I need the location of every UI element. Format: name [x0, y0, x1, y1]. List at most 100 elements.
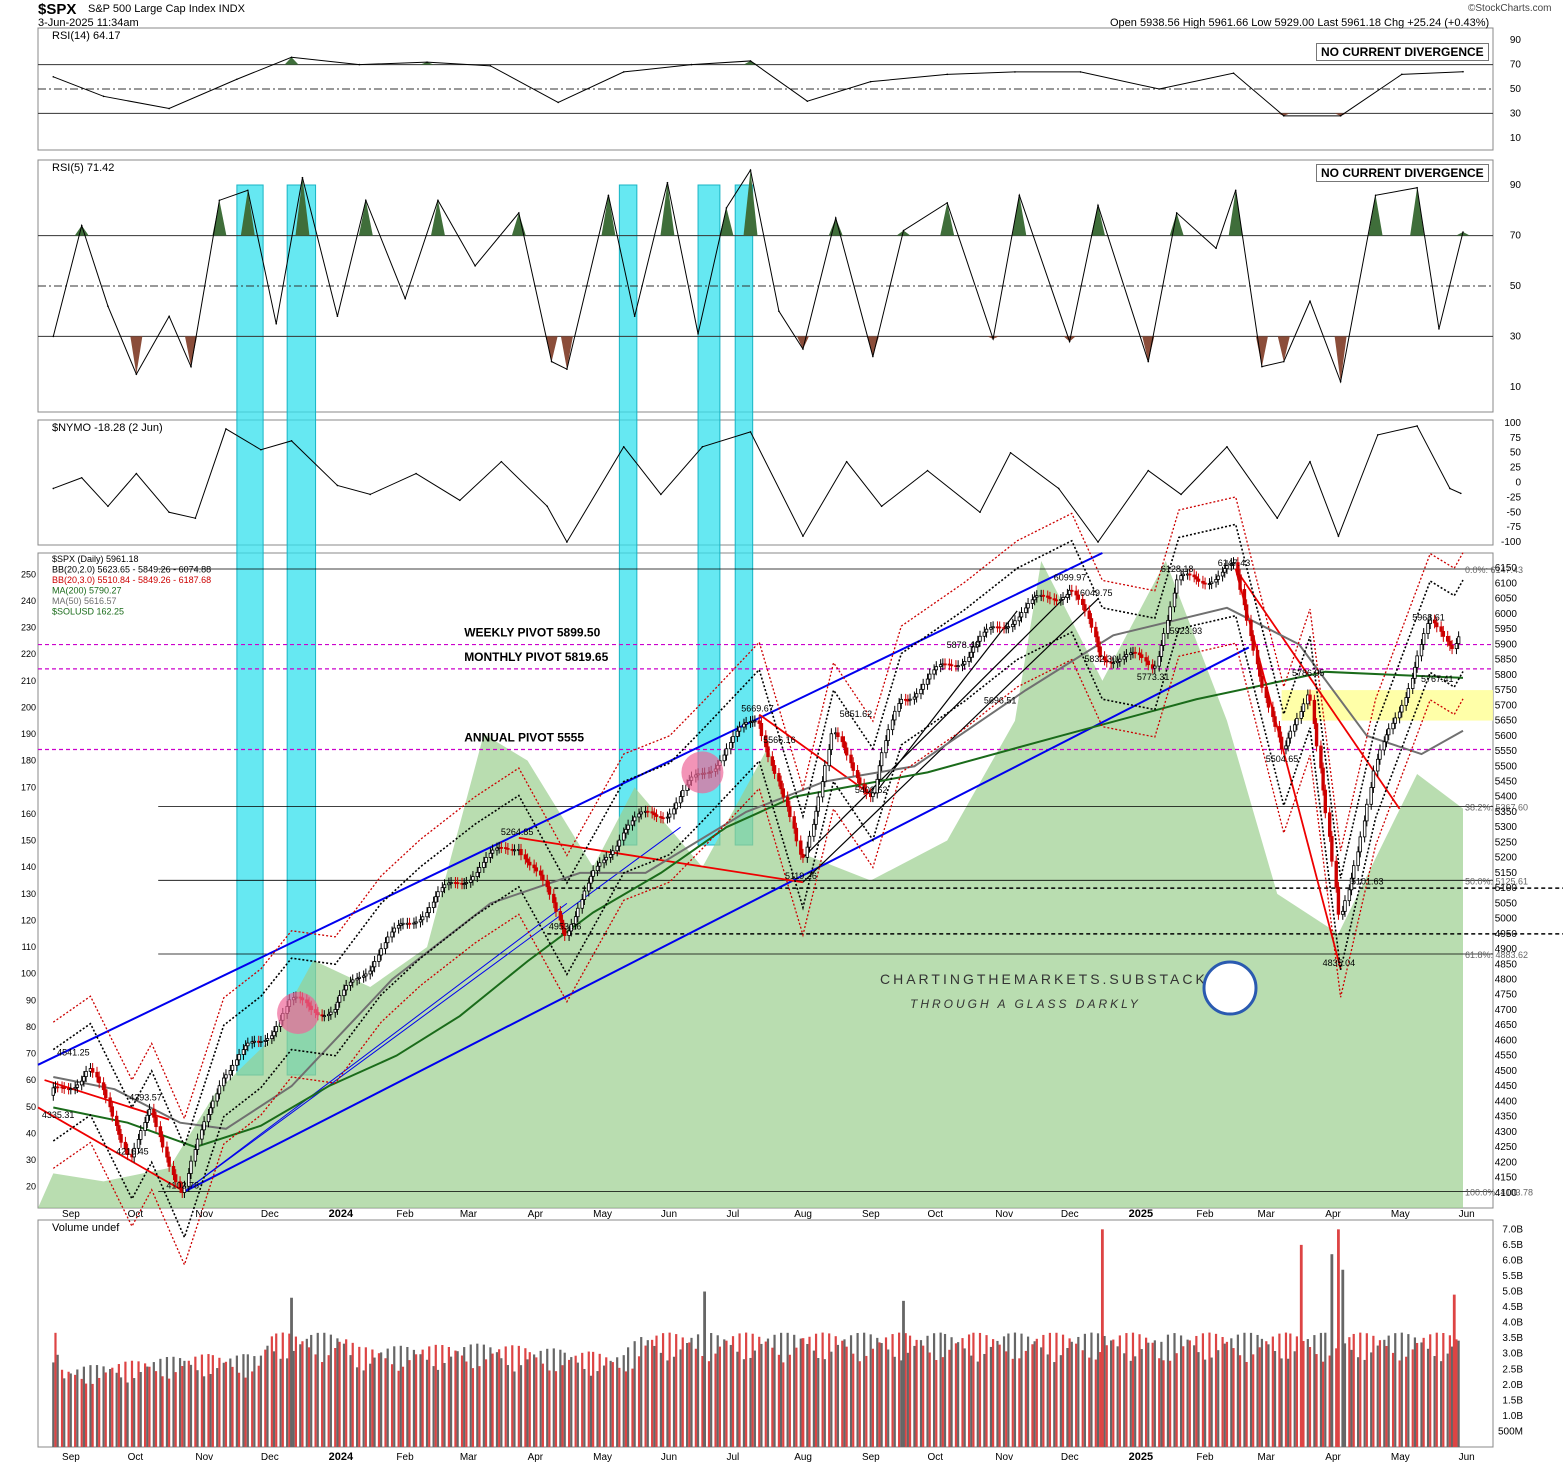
volume-bar: [1075, 1343, 1078, 1447]
price-candle-body: [971, 646, 976, 653]
volume-x-label: May: [1391, 1452, 1410, 1463]
volume-bar: [659, 1352, 662, 1447]
price-tick-label: 4400: [1495, 1096, 1518, 1107]
price-candle-body: [665, 816, 670, 819]
price-candle-body: [1231, 562, 1236, 565]
volume-bar: [779, 1332, 783, 1447]
volume-bar: [1284, 1332, 1288, 1447]
rsi5-oversold-fill: [866, 336, 879, 357]
volume-bar: [963, 1348, 966, 1447]
volume-bar: [172, 1356, 175, 1447]
volume-bar: [690, 1337, 693, 1447]
volume-bar: [961, 1338, 964, 1447]
volume-bar: [500, 1358, 503, 1447]
volume-bar: [143, 1363, 147, 1447]
volume-bar: [89, 1365, 92, 1447]
rsi5-divergence-label: NO CURRENT DIVERGENCE: [1316, 164, 1489, 182]
volume-bar: [471, 1368, 475, 1447]
blue-trendline: [37, 552, 1103, 1066]
price-candle-body: [490, 849, 495, 854]
volume-bar: [1182, 1346, 1185, 1447]
volume-tick-label: 2.0B: [1502, 1380, 1523, 1391]
solusd-tick-label: 100: [21, 969, 36, 979]
price-annotation: 5119.26: [785, 871, 817, 881]
volume-bar: [1046, 1354, 1049, 1447]
rsi14-point: [168, 107, 170, 110]
rsi14-point: [1232, 72, 1235, 74]
price-candle-body: [897, 703, 901, 712]
rsi5-point: [218, 199, 221, 202]
nymo-tick-label: -50: [1507, 507, 1522, 518]
price-candle-body: [1336, 886, 1341, 915]
watermark-logo: [1202, 960, 1258, 1016]
price-annotation: 6128.18: [1161, 564, 1194, 574]
rsi14-tick-label: 10: [1510, 133, 1522, 144]
price-candle-body: [1284, 745, 1288, 750]
price-candle-body: [506, 848, 510, 850]
price-candle-body: [1207, 583, 1212, 585]
volume-bar: [1131, 1332, 1135, 1447]
volume-bar: [596, 1371, 599, 1447]
volume-bar: [1123, 1353, 1126, 1447]
price-candle-body: [385, 936, 390, 944]
volume-spike-bar: [1452, 1294, 1456, 1447]
rsi5-point: [518, 212, 520, 214]
volume-bar: [506, 1365, 510, 1447]
price-candle-body: [781, 788, 785, 798]
volume-bar: [69, 1373, 72, 1447]
volume-spike-bar: [1299, 1244, 1303, 1447]
nymo-tick-label: 0: [1515, 478, 1521, 489]
volume-bar: [1293, 1351, 1296, 1447]
volume-bar: [130, 1360, 134, 1447]
nymo-point: [260, 448, 262, 451]
price-candle-body: [469, 879, 473, 883]
volume-bar: [84, 1383, 88, 1447]
volume-bar: [731, 1336, 735, 1447]
volume-bar: [688, 1342, 691, 1447]
price-candle-body: [1026, 603, 1030, 609]
price-annotation: 4216.45: [116, 1146, 149, 1156]
rsi5-point: [1416, 186, 1418, 189]
price-candle-body: [1124, 654, 1129, 658]
price-candle-body: [436, 891, 440, 898]
volume-bar: [1195, 1335, 1198, 1447]
price-tick-label: 5200: [1495, 853, 1518, 864]
rsi5-overbought-fill: [660, 182, 675, 236]
price-candle-body: [189, 1160, 193, 1174]
volume-bar: [611, 1362, 614, 1447]
price-candle-body: [1122, 656, 1126, 660]
solusd-tick-label: 30: [26, 1155, 36, 1165]
price-candle-body: [1432, 619, 1437, 624]
volume-bar: [535, 1357, 538, 1447]
volume-bar: [401, 1366, 405, 1447]
volume-spike-bar: [1341, 1269, 1345, 1447]
price-candle-body: [617, 839, 622, 847]
volume-bar: [900, 1360, 903, 1447]
price-candle-body: [785, 796, 790, 807]
price-candle-body: [1249, 619, 1253, 637]
volume-bar: [91, 1383, 94, 1447]
volume-bar: [799, 1338, 802, 1447]
price-candle-body: [1146, 660, 1150, 666]
nymo-tick-label: 75: [1510, 433, 1522, 444]
rsi5-overbought-fill: [940, 202, 955, 236]
price-candle-body: [1376, 758, 1380, 772]
volume-bar: [976, 1361, 979, 1447]
ma50-line: [53, 606, 1464, 1130]
volume-bar: [434, 1344, 437, 1447]
price-x-label: Feb: [1196, 1209, 1214, 1220]
nymo-point: [194, 517, 197, 520]
price-candle-body: [1277, 726, 1282, 738]
volume-bar: [598, 1353, 601, 1447]
price-candle-body: [1192, 574, 1196, 578]
price-candle-body: [567, 930, 571, 936]
volume-bar: [349, 1355, 352, 1447]
price-candle-body: [167, 1156, 171, 1167]
black-channel-line: [872, 610, 1018, 797]
price-candle-body: [624, 828, 628, 834]
rsi5-point: [1309, 300, 1311, 302]
price-candle-body: [195, 1138, 200, 1150]
price-candle-body: [1019, 612, 1024, 618]
volume-bar: [119, 1377, 123, 1447]
